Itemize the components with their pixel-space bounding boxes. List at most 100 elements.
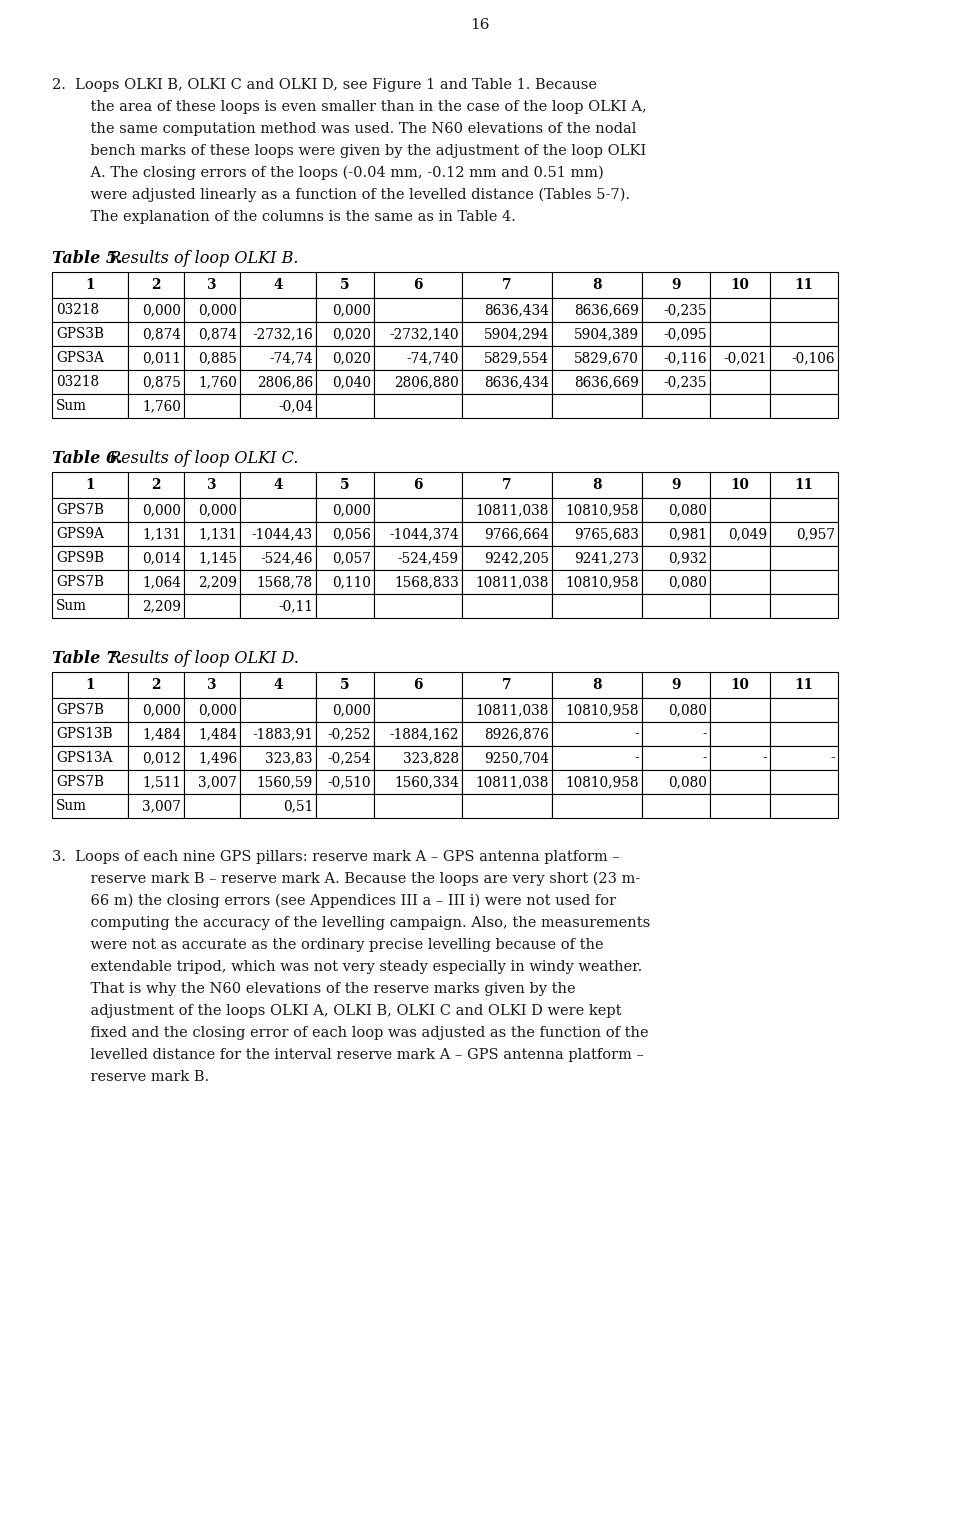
Bar <box>710 347 770 369</box>
Bar <box>240 672 316 698</box>
Bar <box>552 298 642 322</box>
Text: 1,760: 1,760 <box>142 400 181 413</box>
Bar <box>240 722 316 746</box>
Text: -: - <box>635 727 639 742</box>
Bar <box>710 322 770 347</box>
Text: 0,014: 0,014 <box>142 552 181 565</box>
Text: -: - <box>703 727 707 742</box>
Bar <box>552 672 642 698</box>
Text: -524,459: -524,459 <box>397 552 459 565</box>
Bar <box>770 347 838 369</box>
Bar <box>710 771 770 793</box>
Bar <box>642 499 710 521</box>
Text: 10: 10 <box>731 278 750 292</box>
Bar <box>374 546 462 570</box>
Text: 5829,554: 5829,554 <box>484 351 549 365</box>
Text: -1044,374: -1044,374 <box>389 527 459 541</box>
Bar <box>462 322 552 347</box>
Bar <box>374 771 462 793</box>
Bar <box>374 499 462 521</box>
Text: 0,51: 0,51 <box>283 800 313 813</box>
Text: the same computation method was used. The N60 elevations of the nodal: the same computation method was used. Th… <box>72 122 636 135</box>
Text: 4: 4 <box>274 278 282 292</box>
Text: -0,116: -0,116 <box>663 351 707 365</box>
Bar <box>128 746 184 771</box>
Text: 10811,038: 10811,038 <box>475 503 549 517</box>
Text: -0,095: -0,095 <box>663 327 707 340</box>
Bar <box>52 546 128 570</box>
Bar <box>552 746 642 771</box>
Bar <box>710 546 770 570</box>
Bar <box>128 698 184 722</box>
Bar <box>184 594 240 619</box>
Bar <box>642 746 710 771</box>
Text: reserve mark B – reserve mark A. Because the loops are very short (23 m-: reserve mark B – reserve mark A. Because… <box>72 872 640 886</box>
Text: 9241,273: 9241,273 <box>574 552 639 565</box>
Bar <box>552 722 642 746</box>
Bar <box>240 698 316 722</box>
Text: GPS7B: GPS7B <box>56 702 104 717</box>
Text: 0,049: 0,049 <box>728 527 767 541</box>
Text: 5: 5 <box>340 678 349 692</box>
Text: 1,131: 1,131 <box>198 527 237 541</box>
Bar <box>184 698 240 722</box>
Text: 9: 9 <box>671 477 681 492</box>
Bar <box>552 499 642 521</box>
Bar <box>52 322 128 347</box>
Text: 2: 2 <box>152 278 160 292</box>
Bar <box>552 521 642 546</box>
Bar <box>642 521 710 546</box>
Text: GPS13A: GPS13A <box>56 751 112 765</box>
Bar <box>642 546 710 570</box>
Bar <box>316 499 374 521</box>
Bar <box>642 272 710 298</box>
Bar <box>128 521 184 546</box>
Text: 5: 5 <box>340 278 349 292</box>
Bar <box>240 298 316 322</box>
Text: 2806,880: 2806,880 <box>395 375 459 389</box>
Bar <box>552 546 642 570</box>
Bar <box>770 746 838 771</box>
Bar <box>462 272 552 298</box>
Text: 9242,205: 9242,205 <box>484 552 549 565</box>
Bar <box>240 369 316 394</box>
Bar <box>184 298 240 322</box>
Text: GPS13B: GPS13B <box>56 727 112 742</box>
Bar <box>52 570 128 594</box>
Text: 3: 3 <box>207 678 217 692</box>
Bar <box>770 298 838 322</box>
Text: 1,484: 1,484 <box>198 727 237 742</box>
Bar <box>770 521 838 546</box>
Bar <box>374 322 462 347</box>
Bar <box>240 771 316 793</box>
Text: 9250,704: 9250,704 <box>484 751 549 765</box>
Bar <box>52 347 128 369</box>
Text: 03218: 03218 <box>56 302 99 318</box>
Text: 8636,669: 8636,669 <box>574 375 639 389</box>
Bar <box>316 369 374 394</box>
Text: Results of loop OLKI D.: Results of loop OLKI D. <box>104 651 299 667</box>
Bar <box>374 347 462 369</box>
Bar <box>316 394 374 418</box>
Text: 0,000: 0,000 <box>198 503 237 517</box>
Text: 3,007: 3,007 <box>198 775 237 789</box>
Bar <box>240 521 316 546</box>
Text: -0,04: -0,04 <box>278 400 313 413</box>
Text: 0,080: 0,080 <box>668 575 707 590</box>
Bar <box>374 793 462 818</box>
Bar <box>52 594 128 619</box>
Bar <box>184 347 240 369</box>
Bar <box>552 473 642 499</box>
Text: 8: 8 <box>592 278 602 292</box>
Text: 11: 11 <box>795 477 813 492</box>
Text: -74,74: -74,74 <box>269 351 313 365</box>
Text: 0,020: 0,020 <box>332 351 371 365</box>
Bar <box>770 771 838 793</box>
Bar <box>374 369 462 394</box>
Bar <box>710 473 770 499</box>
Text: 9: 9 <box>671 678 681 692</box>
Text: -524,46: -524,46 <box>260 552 313 565</box>
Bar <box>552 347 642 369</box>
Text: -0,235: -0,235 <box>663 302 707 318</box>
Text: 0,040: 0,040 <box>332 375 371 389</box>
